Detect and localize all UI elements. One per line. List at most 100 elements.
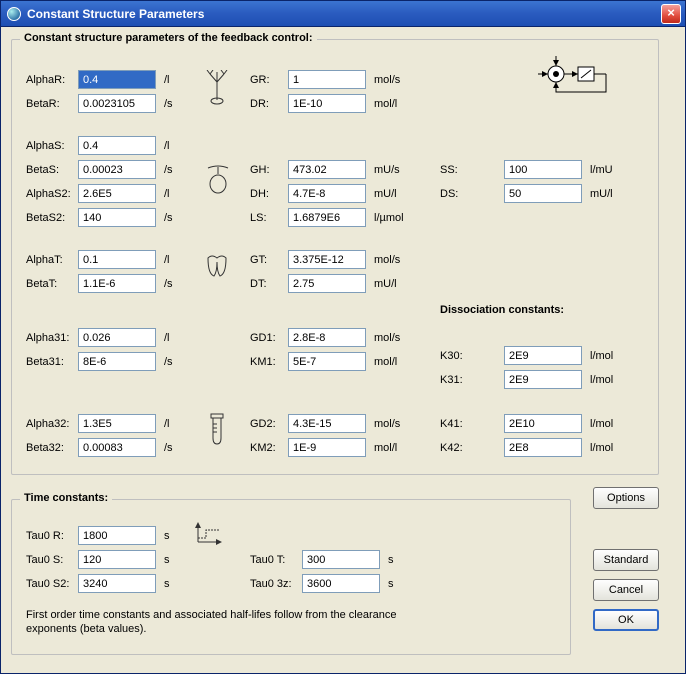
client-area: Constant structure parameters of the fee…: [1, 27, 685, 673]
ok-button[interactable]: OK: [593, 609, 659, 631]
dr-label: DR:: [250, 98, 269, 110]
tau0s-unit: s: [164, 554, 170, 566]
beta32-input[interactable]: [78, 438, 156, 457]
beta31-unit: /s: [164, 356, 173, 368]
tau0r-unit: s: [164, 530, 170, 542]
time-constants-label: Time constants:: [20, 492, 112, 504]
dh-input[interactable]: [288, 184, 366, 203]
betas-label: BetaS:: [26, 164, 59, 176]
tau03z-label: Tau0 3z:: [250, 578, 292, 590]
tau0r-label: Tau0 R:: [26, 530, 64, 542]
tau0r-input[interactable]: [78, 526, 156, 545]
feedback-params-label: Constant structure parameters of the fee…: [20, 32, 317, 44]
gh-label: GH:: [250, 164, 270, 176]
k41-unit: l/mol: [590, 418, 613, 430]
km2-label: KM2:: [250, 442, 276, 454]
tau0s2-label: Tau0 S2:: [26, 578, 69, 590]
alpha31-input[interactable]: [78, 328, 156, 347]
alphas2-input[interactable]: [78, 184, 156, 203]
gd2-unit: mol/s: [374, 418, 400, 430]
betas2-input[interactable]: [78, 208, 156, 227]
time-constants-group: Time constants: Tau0 R: s Tau0 S: s Tau0…: [11, 499, 571, 655]
close-icon[interactable]: ×: [661, 4, 681, 24]
ss-unit: l/mU: [590, 164, 613, 176]
gt-label: GT:: [250, 254, 267, 266]
k41-label: K41:: [440, 418, 463, 430]
beta32-label: Beta32:: [26, 442, 64, 454]
alphat-input[interactable]: [78, 250, 156, 269]
cancel-button[interactable]: Cancel: [593, 579, 659, 601]
dh-unit: mU/l: [374, 188, 397, 200]
ds-input[interactable]: [504, 184, 582, 203]
gr-unit: mol/s: [374, 74, 400, 86]
thyroid-icon: [202, 252, 232, 280]
gd2-input[interactable]: [288, 414, 366, 433]
k42-input[interactable]: [504, 438, 582, 457]
alphas-input[interactable]: [78, 136, 156, 155]
ss-input[interactable]: [504, 160, 582, 179]
ds-unit: mU/l: [590, 188, 613, 200]
alphar-input[interactable]: [78, 70, 156, 89]
k31-label: K31:: [440, 374, 463, 386]
km2-input[interactable]: [288, 438, 366, 457]
ls-label: LS:: [250, 212, 267, 224]
dt-unit: mU/l: [374, 278, 397, 290]
k42-unit: l/mol: [590, 442, 613, 454]
k31-input[interactable]: [504, 370, 582, 389]
gd2-label: GD2:: [250, 418, 276, 430]
betat-unit: /s: [164, 278, 173, 290]
time-constants-note: First order time constants and associate…: [26, 608, 446, 636]
gh-unit: mU/s: [374, 164, 400, 176]
gt-input[interactable]: [288, 250, 366, 269]
tau03z-unit: s: [388, 578, 394, 590]
tau0t-input[interactable]: [302, 550, 380, 569]
k30-input[interactable]: [504, 346, 582, 365]
dt-input[interactable]: [288, 274, 366, 293]
standard-button[interactable]: Standard: [593, 549, 659, 571]
k30-label: K30:: [440, 350, 463, 362]
test-tube-icon: [208, 412, 226, 446]
betar-input[interactable]: [78, 94, 156, 113]
tau0t-label: Tau0 T:: [250, 554, 285, 566]
tau0t-unit: s: [388, 554, 394, 566]
betat-label: BetaT:: [26, 278, 57, 290]
betas2-unit: /s: [164, 212, 173, 224]
alpha32-label: Alpha32:: [26, 418, 69, 430]
betas-input[interactable]: [78, 160, 156, 179]
pituitary-icon: [204, 164, 232, 194]
tau0s-label: Tau0 S:: [26, 554, 63, 566]
gr-input[interactable]: [288, 70, 366, 89]
betas-unit: /s: [164, 164, 173, 176]
options-button[interactable]: Options: [593, 487, 659, 509]
gd1-label: GD1:: [250, 332, 276, 344]
alphar-unit: /l: [164, 74, 170, 86]
tau0s2-unit: s: [164, 578, 170, 590]
betat-input[interactable]: [78, 274, 156, 293]
dr-input[interactable]: [288, 94, 366, 113]
k41-input[interactable]: [504, 414, 582, 433]
app-icon: [7, 7, 21, 21]
alpha31-unit: /l: [164, 332, 170, 344]
km1-input[interactable]: [288, 352, 366, 371]
titlebar: Constant Structure Parameters ×: [1, 1, 685, 27]
alpha31-label: Alpha31:: [26, 332, 69, 344]
gh-input[interactable]: [288, 160, 366, 179]
beta31-input[interactable]: [78, 352, 156, 371]
alpha32-input[interactable]: [78, 414, 156, 433]
tau03z-input[interactable]: [302, 574, 380, 593]
window-title: Constant Structure Parameters: [27, 7, 661, 21]
tau0s-input[interactable]: [78, 550, 156, 569]
km2-unit: mol/l: [374, 442, 397, 454]
delay-icon: [194, 520, 224, 546]
alphas-label: AlphaS:: [26, 140, 65, 152]
ls-input[interactable]: [288, 208, 366, 227]
gd1-input[interactable]: [288, 328, 366, 347]
constant-structure-dialog: Constant Structure Parameters × Constant…: [0, 0, 686, 674]
k42-label: K42:: [440, 442, 463, 454]
beta31-label: Beta31:: [26, 356, 64, 368]
dr-unit: mol/l: [374, 98, 397, 110]
gt-unit: mol/s: [374, 254, 400, 266]
ss-label: SS:: [440, 164, 458, 176]
alphat-label: AlphaT:: [26, 254, 63, 266]
tau0s2-input[interactable]: [78, 574, 156, 593]
